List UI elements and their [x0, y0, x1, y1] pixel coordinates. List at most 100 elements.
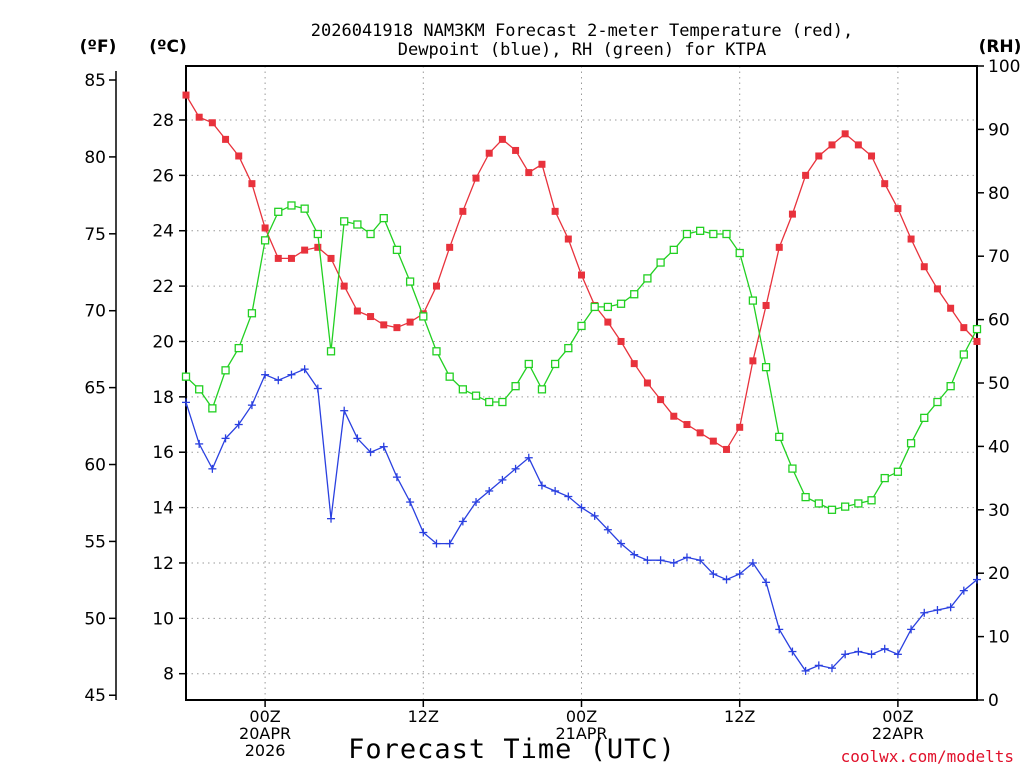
temperature-point: [195, 113, 203, 121]
temperature-point: [353, 307, 361, 315]
dewpoint-point: [511, 464, 520, 473]
rh-point: [340, 217, 349, 226]
temperature-point: [248, 180, 256, 188]
fahrenheit-tick-label: 80: [84, 148, 106, 168]
temperature-point: [617, 337, 625, 345]
grid-lines: [186, 66, 977, 700]
temperature-point: [564, 235, 572, 243]
dewpoint-point: [775, 625, 784, 634]
rh-point: [893, 467, 903, 476]
dewpoint-point: [353, 434, 362, 443]
dewpoint-point: [313, 384, 322, 393]
dewpoint-point: [419, 528, 428, 537]
temperature-point: [551, 207, 559, 215]
dewpoint-point: [590, 511, 599, 520]
dewpoint-point: [234, 420, 243, 429]
temperature-point: [696, 429, 704, 437]
rh-point: [287, 201, 296, 210]
rh-axis-unit: (RH): [979, 37, 1022, 57]
dewpoint-point: [893, 650, 902, 659]
dewpoint-point: [762, 578, 771, 587]
temperature-point: [578, 271, 585, 279]
dewpoint-point: [748, 558, 757, 567]
celsius-tick-label: 26: [152, 166, 174, 186]
rh-point: [485, 397, 494, 407]
dewpoint-point: [973, 575, 981, 584]
rh-point: [511, 382, 520, 391]
temperature-point: [657, 396, 665, 404]
fahrenheit-tick-label: 65: [84, 379, 106, 399]
temperature-point: [287, 254, 295, 262]
temperature-point: [841, 130, 849, 138]
temperature-point: [301, 246, 309, 254]
rh-point: [616, 299, 626, 308]
dewpoint-point: [406, 498, 415, 507]
celsius-tick-label: 12: [152, 554, 174, 574]
x-tick-label: 12Z: [724, 707, 755, 726]
rh-point: [814, 499, 823, 508]
temperature-point: [815, 152, 823, 160]
rh-tick-label: 0: [988, 691, 999, 711]
x-tick-label: 00Z: [882, 707, 913, 726]
dewpoint-point: [274, 376, 283, 385]
temperature-point: [314, 243, 322, 251]
dewpoint-point: [907, 625, 916, 634]
dewpoint-point: [445, 539, 454, 548]
rh-point: [432, 347, 441, 356]
dewpoint-point: [933, 606, 942, 615]
temperature-point: [525, 169, 533, 177]
x-tick-label: 21APR: [555, 724, 607, 743]
fahrenheit-tick-label: 75: [84, 225, 106, 245]
rh-tick-label: 70: [988, 247, 1010, 267]
dewpoint-point: [867, 650, 876, 659]
temperature-point: [446, 243, 454, 251]
rh-point: [392, 245, 402, 255]
temperature-point: [828, 141, 836, 149]
rh-point: [775, 432, 784, 442]
rh-point: [669, 245, 678, 255]
temperature-point: [775, 243, 783, 251]
rh-point: [577, 321, 586, 331]
rh-point: [419, 312, 428, 321]
temperature-point: [973, 337, 981, 345]
x-tick-label: 20APR: [239, 724, 291, 743]
x-tick-label: 12Z: [408, 707, 439, 726]
temperature-point: [907, 235, 915, 243]
rh-point: [656, 258, 665, 267]
rh-point: [366, 229, 375, 239]
x-axis-label: Forecast Time (UTC): [348, 734, 676, 765]
dewpoint-point: [340, 406, 349, 415]
temperature-point: [261, 224, 269, 232]
celsius-tick-label: 28: [152, 111, 174, 131]
fahrenheit-tick-label: 60: [84, 456, 106, 476]
temperature-point: [788, 210, 796, 218]
temperature-point: [960, 324, 968, 332]
rh-point: [247, 309, 257, 318]
rh-point: [326, 347, 336, 356]
dewpoint-point: [208, 464, 217, 473]
temperature-point: [340, 282, 348, 290]
temperature-point: [604, 318, 612, 326]
temperature-point: [947, 304, 955, 312]
rh-point: [445, 372, 454, 381]
temperature-point: [498, 135, 506, 143]
temperature-point: [683, 421, 691, 429]
x-tick-label: 00Z: [249, 707, 280, 726]
rh-point: [537, 385, 547, 394]
rh-point: [643, 274, 652, 283]
dewpoint-point: [551, 486, 560, 495]
celsius-tick-label: 10: [152, 609, 174, 629]
rh-point: [788, 464, 797, 473]
rh-point: [630, 290, 639, 299]
rh-point: [761, 362, 771, 372]
dewpoint-point: [287, 370, 296, 379]
dewpoint-point: [827, 664, 836, 673]
temperature-point: [762, 301, 770, 309]
temperature-point: [459, 207, 467, 215]
rh-tick-label: 80: [988, 184, 1010, 204]
dewpoint-point: [722, 575, 731, 584]
x-tick-label: 2026: [245, 741, 286, 760]
rh-point: [353, 220, 362, 229]
temperature-point: [472, 174, 480, 182]
temperature-point: [881, 180, 889, 188]
